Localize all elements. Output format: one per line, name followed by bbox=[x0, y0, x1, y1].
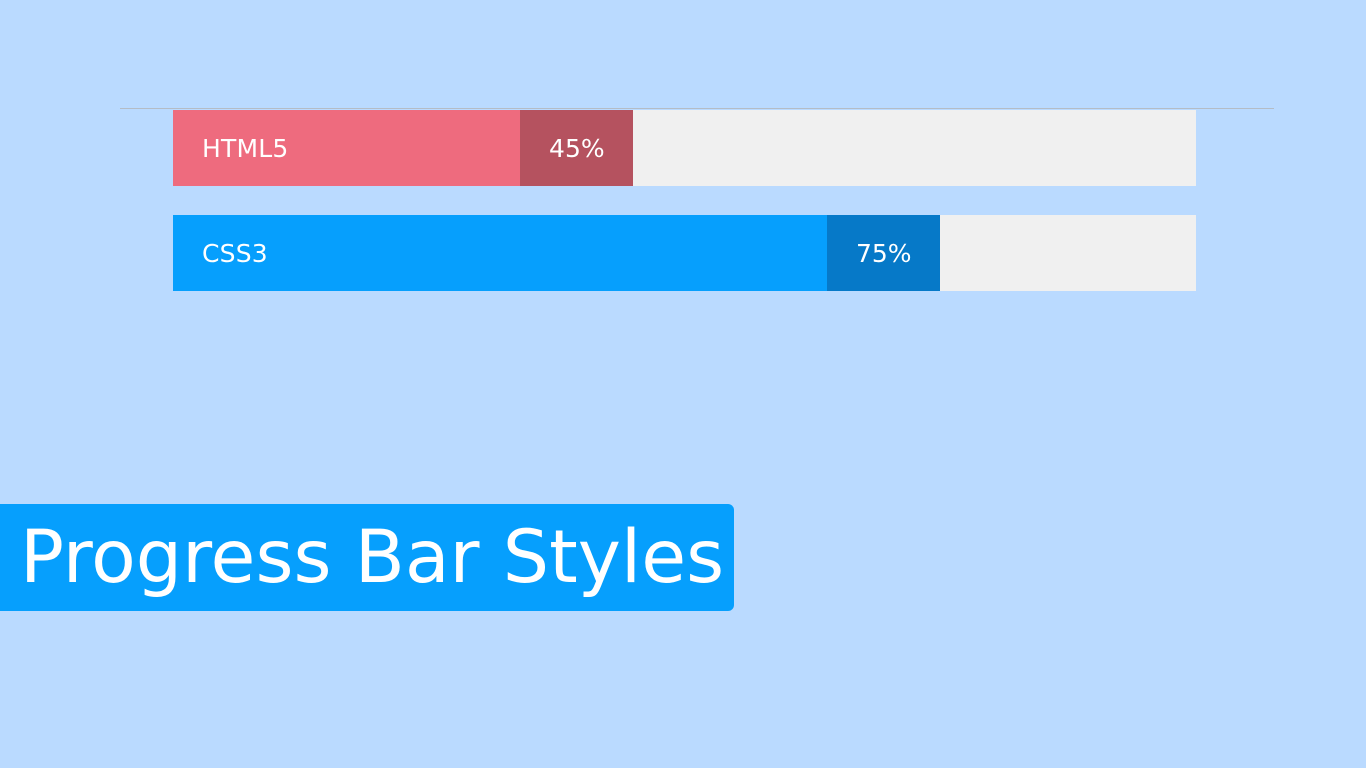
progress-fill-html5: HTML5 45% bbox=[173, 110, 634, 186]
progress-label-html5: HTML5 bbox=[202, 133, 289, 163]
progress-percent-html5: 45% bbox=[520, 110, 634, 186]
progress-bar-html5: HTML5 45% bbox=[173, 110, 1196, 186]
progress-fill-css3: CSS3 75% bbox=[173, 215, 941, 291]
divider-line bbox=[120, 108, 1274, 109]
progress-percent-css3: 75% bbox=[827, 215, 941, 291]
page-title: Progress Bar Styles bbox=[20, 515, 725, 600]
progress-bar-css3: CSS3 75% bbox=[173, 215, 1196, 291]
title-badge: Progress Bar Styles bbox=[0, 504, 735, 611]
progress-label-css3: CSS3 bbox=[202, 238, 268, 268]
